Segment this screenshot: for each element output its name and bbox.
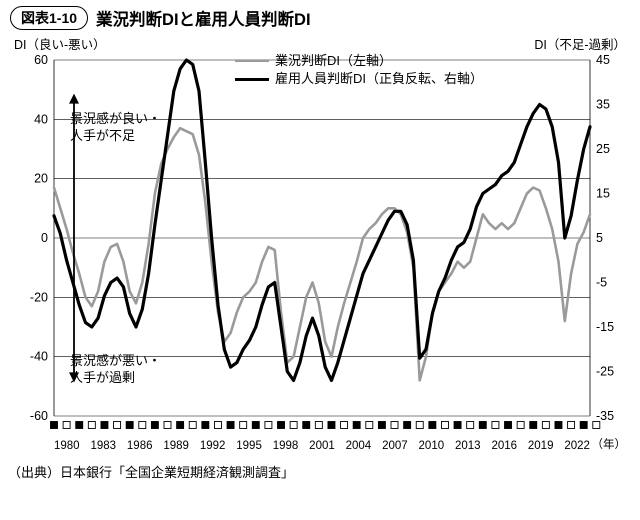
- x-tick: 2010: [419, 440, 445, 452]
- axis-label-row: DI（良い-悪い） DI（不足-過剰）: [0, 34, 640, 52]
- x-tick: 1998: [273, 440, 299, 452]
- svg-text:0: 0: [41, 231, 48, 245]
- x-tick: 2007: [382, 440, 408, 452]
- legend-item-1: 業況判断DI（左軸）: [235, 52, 483, 70]
- chart-source: （出典）日本銀行「全国企業短期経済観測調査」: [0, 462, 640, 481]
- svg-text:-25: -25: [596, 365, 614, 379]
- legend-swatch-1: [235, 60, 269, 62]
- chart-plot: 60 40 20 0 -20 -40 -60 45 35 25 15 5 -5 -15 -25 -35 業況判…: [0, 52, 640, 462]
- svg-text:25: 25: [596, 142, 610, 156]
- y-left-axis-label: DI（良い-悪い）: [14, 34, 106, 53]
- x-tick: 2013: [455, 440, 481, 452]
- svg-text:-35: -35: [596, 409, 614, 423]
- svg-text:-15: -15: [596, 320, 614, 334]
- x-tick: 1980: [54, 440, 80, 452]
- x-tick: 1986: [127, 440, 153, 452]
- legend-swatch-2: [235, 78, 269, 81]
- annotation-lower: 景況感が悪い・ 人手が過剰: [70, 352, 161, 386]
- svg-text:5: 5: [596, 231, 603, 245]
- svg-text:35: 35: [596, 98, 610, 112]
- svg-text:-60: -60: [30, 409, 48, 423]
- svg-text:20: 20: [34, 172, 48, 186]
- chart-legend: 業況判断DI（左軸） 雇用人員判断DI（正負反転、右軸）: [235, 52, 483, 88]
- x-axis-ticks: 1980 1983 1986 1989 1992 1995 1998 2001 2004 2007…: [54, 440, 590, 452]
- chart-tag: 図表1-10: [10, 6, 88, 30]
- x-tick: 1995: [236, 440, 262, 452]
- svg-text:15: 15: [596, 187, 610, 201]
- legend-label-2: 雇用人員判断DI（正負反転、右軸）: [275, 70, 483, 88]
- annotation-upper: 景況感が良い・ 人手が不足: [70, 110, 161, 144]
- x-tick: 2022: [564, 440, 590, 452]
- svg-text:-40: -40: [30, 350, 48, 364]
- x-tick: 1983: [90, 440, 116, 452]
- svg-text:45: 45: [596, 53, 610, 67]
- x-tick: 2004: [346, 440, 372, 452]
- x-axis-unit: （年）: [592, 436, 627, 452]
- x-tick: 1989: [163, 440, 189, 452]
- x-tick: 2019: [528, 440, 554, 452]
- svg-text:60: 60: [34, 53, 48, 67]
- svg-text:-20: -20: [30, 290, 48, 304]
- x-tick: 2016: [491, 440, 517, 452]
- chart-header: 図表1-10 業況判断DIと雇用人員判断DI: [0, 0, 640, 34]
- svg-text:-5: -5: [596, 276, 607, 290]
- y-right-axis-label: DI（不足-過剰）: [534, 34, 626, 53]
- legend-label-1: 業況判断DI（左軸）: [275, 52, 392, 70]
- legend-item-2: 雇用人員判断DI（正負反転、右軸）: [235, 70, 483, 88]
- x-tick: 2001: [309, 440, 335, 452]
- chart-title: 業況判断DIと雇用人員判断DI: [96, 6, 311, 30]
- x-tick: 1992: [200, 440, 226, 452]
- svg-text:40: 40: [34, 112, 48, 126]
